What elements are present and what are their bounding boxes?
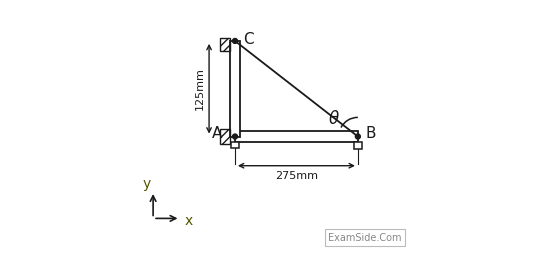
- Text: y: y: [142, 177, 150, 191]
- Text: C: C: [243, 32, 253, 47]
- Polygon shape: [230, 41, 240, 136]
- Text: x: x: [184, 214, 193, 228]
- Circle shape: [233, 134, 237, 139]
- Circle shape: [233, 38, 237, 43]
- Text: B: B: [366, 126, 376, 141]
- Polygon shape: [231, 142, 239, 148]
- Polygon shape: [235, 131, 358, 142]
- Text: 125mm: 125mm: [195, 67, 204, 110]
- Text: θ: θ: [328, 110, 338, 128]
- Polygon shape: [354, 142, 362, 149]
- Text: 275mm: 275mm: [275, 171, 318, 181]
- Circle shape: [355, 134, 360, 139]
- Text: A: A: [212, 126, 222, 141]
- Text: ExamSide.Com: ExamSide.Com: [328, 233, 401, 242]
